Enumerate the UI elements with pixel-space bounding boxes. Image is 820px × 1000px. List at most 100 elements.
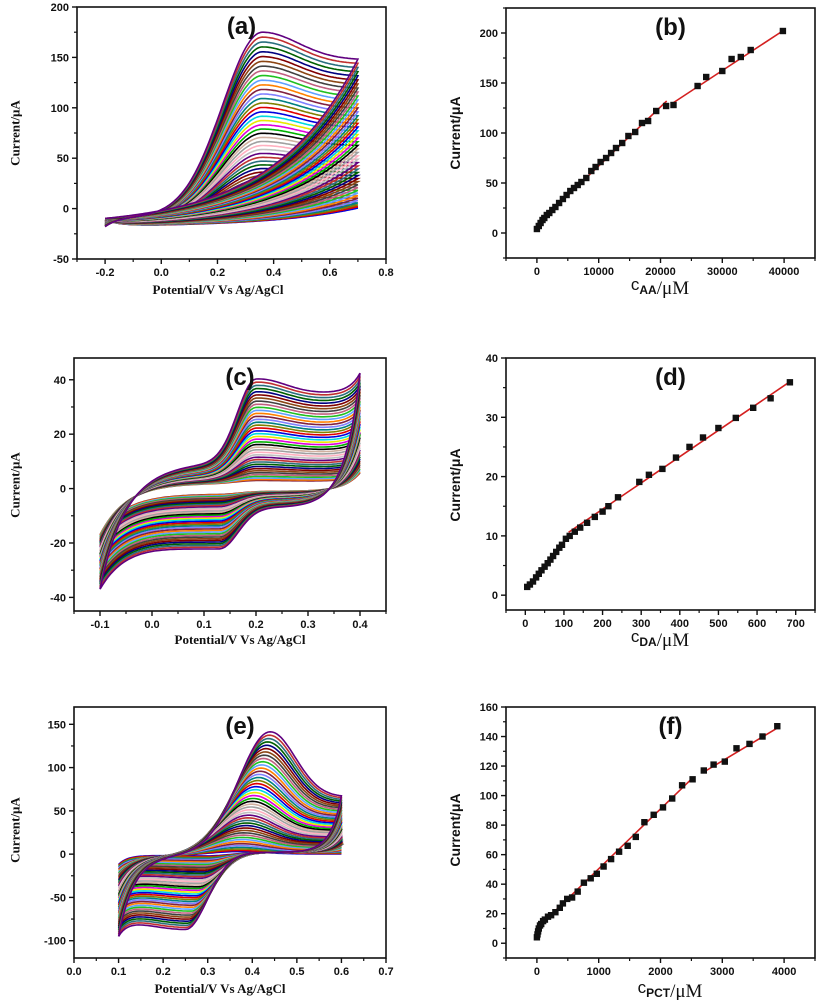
x-tick-label: 100 — [555, 618, 573, 630]
data-point — [746, 740, 753, 748]
data-point — [710, 761, 717, 768]
x-tick-label: 0.8 — [378, 267, 393, 279]
panel-label: (b) — [655, 14, 686, 41]
data-point — [593, 870, 600, 877]
y-tick-label: 0 — [60, 484, 66, 496]
y-axis-label: Current/μA — [447, 793, 463, 866]
x-tick-label: 200 — [593, 618, 611, 630]
data-point — [559, 900, 567, 907]
data-point — [566, 532, 573, 540]
data-point — [568, 894, 576, 901]
x-tick-label: 4000 — [772, 966, 796, 978]
x-axis-label-symbol: c — [631, 627, 640, 646]
data-point — [607, 855, 615, 863]
panel-label: (e) — [225, 713, 254, 740]
x-axis-label: Potential/V Vs Ag/AgCl — [153, 282, 284, 297]
data-point — [662, 102, 670, 110]
y-tick-label: 60 — [486, 850, 498, 862]
panel-d: 0 100 200 300 400 500 600 700 0 10 20 30 40 (d) Curren… — [447, 353, 816, 651]
plot-area-d — [524, 379, 794, 591]
x-tick-label: 0.3 — [300, 619, 315, 631]
data-point — [774, 723, 781, 730]
data-point — [558, 541, 566, 548]
x-axis-label-subscript: DA — [639, 635, 657, 649]
y-tick-label: 0 — [492, 228, 498, 240]
y-tick-label: -20 — [50, 538, 66, 550]
y-tick-label: 30 — [486, 412, 498, 424]
x-tick-label: 500 — [709, 618, 727, 630]
y-tick-label: -40 — [50, 592, 66, 604]
data-point — [602, 154, 610, 162]
plot-area-b — [533, 27, 787, 233]
data-point — [547, 556, 554, 563]
data-point — [588, 167, 595, 175]
data-point — [562, 535, 570, 542]
x-tick-label: 0.3 — [200, 966, 215, 978]
data-point — [641, 819, 648, 826]
data-point — [624, 842, 631, 849]
data-point — [556, 904, 563, 911]
panel-label: (d) — [655, 364, 686, 391]
data-point — [567, 187, 574, 195]
y-tick-label: 0 — [63, 204, 69, 216]
data-point — [564, 895, 571, 903]
data-point — [703, 73, 710, 81]
data-point — [659, 465, 666, 473]
x-tick-label: 20000 — [645, 266, 676, 278]
data-point — [638, 119, 646, 127]
x-tick-label: 0.4 — [352, 619, 368, 631]
y-tick-label: 20 — [486, 472, 498, 484]
y-tick-label: 50 — [57, 153, 69, 165]
y-tick-label: 150 — [480, 78, 498, 90]
x-tick-label: 600 — [748, 618, 766, 630]
y-axis-label: Current/μA — [8, 100, 23, 166]
y-axis-label: Current/μA — [8, 797, 23, 863]
data-point — [779, 27, 787, 35]
panel-label: (a) — [227, 13, 256, 40]
x-axis-label-unit: /μM — [657, 278, 689, 299]
y-tick-label: 80 — [486, 820, 498, 832]
data-point — [653, 107, 660, 115]
y-tick-label: 160 — [480, 702, 498, 714]
data-point — [759, 733, 766, 740]
data-point — [678, 782, 686, 789]
fit-line — [672, 29, 785, 104]
panel-label: (c) — [225, 364, 254, 391]
data-point — [605, 503, 612, 510]
y-tick-label: -50 — [50, 892, 66, 904]
data-point — [636, 478, 643, 486]
data-point — [632, 128, 639, 136]
data-point — [694, 82, 701, 90]
y-tick-label: 200 — [51, 2, 69, 14]
data-point — [583, 519, 591, 526]
data-point — [659, 804, 667, 811]
y-tick-label: -50 — [53, 254, 69, 266]
data-point — [721, 758, 728, 765]
data-point — [541, 563, 548, 570]
data-point — [689, 776, 696, 783]
x-tick-label: 400 — [671, 618, 689, 630]
data-point — [614, 494, 622, 501]
y-tick-label: 120 — [480, 761, 498, 773]
x-tick-label: 1000 — [586, 966, 610, 978]
data-point — [686, 443, 693, 451]
y-axis-label: Current/μA — [447, 96, 463, 169]
y-tick-label: 150 — [48, 719, 66, 731]
x-tick-label: 0.5 — [289, 966, 304, 978]
y-tick-label: 20 — [54, 429, 66, 441]
plot-frame — [505, 7, 816, 259]
y-axis-label: Current/μA — [8, 452, 23, 518]
x-axis-label-unit: /μM — [670, 981, 702, 1000]
data-point — [600, 863, 607, 870]
data-point — [592, 163, 599, 171]
x-tick-label: 0.4 — [266, 267, 282, 279]
x-tick-label: 10000 — [583, 266, 614, 278]
y-tick-label: 200 — [480, 28, 498, 40]
y-tick-label: 100 — [51, 103, 69, 115]
x-tick-label: 0.0 — [66, 966, 81, 978]
x-axis-label-subscript: AA — [639, 283, 657, 297]
plot-frame — [505, 706, 816, 959]
data-point — [619, 139, 626, 147]
panel-c: -0.1 0.0 0.1 0.2 0.3 0.4 -40 -20 0 20 40 (c) Current… — [8, 357, 387, 647]
x-tick-label: 3000 — [710, 966, 734, 978]
